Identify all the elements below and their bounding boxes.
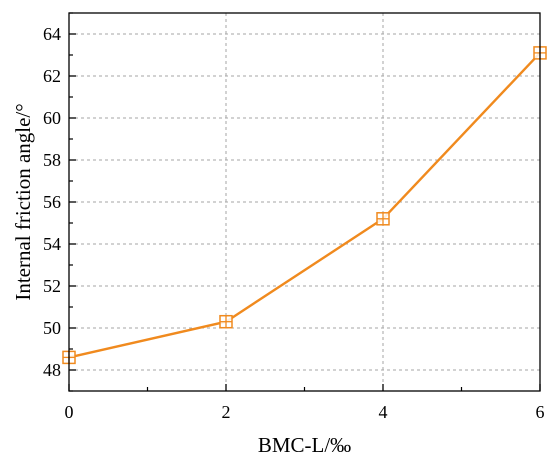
minor-ticks	[69, 12, 463, 392]
y-tick-label: 60	[43, 108, 61, 128]
y-tick-label: 48	[43, 360, 61, 380]
y-tick-label: 54	[43, 234, 61, 254]
y-tick-label: 56	[43, 192, 61, 212]
y-tick-label: 52	[43, 276, 61, 296]
plot-frame	[68, 12, 541, 392]
y-tick-label: 50	[43, 318, 61, 338]
data-markers	[62, 46, 547, 365]
y-tick-label: 58	[43, 150, 61, 170]
major-ticks	[68, 33, 541, 391]
x-tick-label: 4	[379, 402, 388, 422]
grid-lines	[69, 13, 540, 391]
y-axis-label: Internal friction angle/°	[11, 103, 35, 300]
x-tick-label: 2	[222, 402, 231, 422]
x-axis-label: BMC-L/‰	[258, 433, 351, 457]
series-line	[68, 52, 541, 359]
x-tick-label: 6	[536, 402, 545, 422]
data-point-marker	[376, 212, 390, 226]
y-tick-label: 62	[43, 66, 61, 86]
y-tick-label: 64	[43, 24, 61, 44]
x-tick-label: 0	[65, 402, 74, 422]
data-point-marker	[219, 314, 233, 329]
